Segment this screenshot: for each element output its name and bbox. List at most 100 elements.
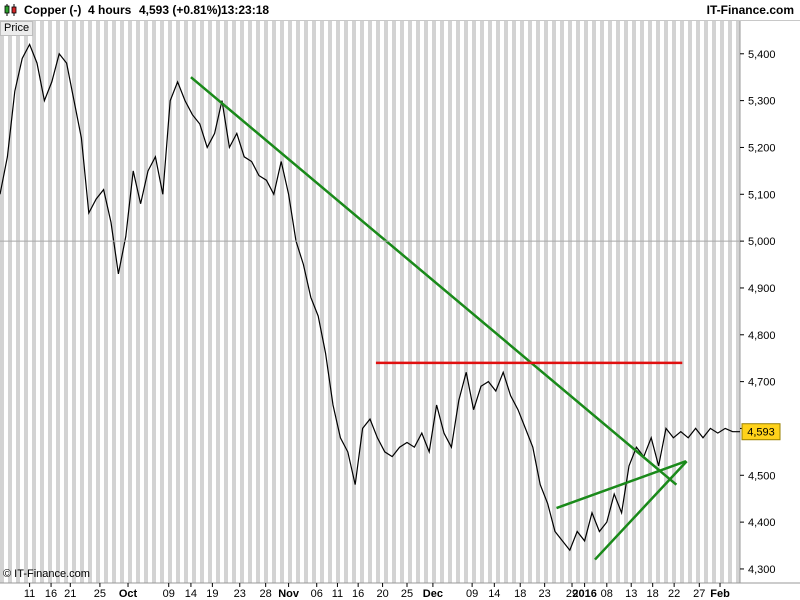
- x-tick-label: Oct: [119, 588, 138, 600]
- background-stripe: [128, 21, 132, 583]
- current-price-box: [741, 423, 781, 441]
- background-stripe: [560, 21, 564, 583]
- background-stripe: [16, 21, 20, 583]
- y-tick-label: 5,100: [748, 189, 776, 201]
- background-stripe: [616, 21, 620, 583]
- y-tick-label: 5,300: [748, 96, 776, 108]
- background-stripe: [208, 21, 212, 583]
- background-stripe: [656, 21, 660, 583]
- copyright-label: © IT-Finance.com: [3, 568, 90, 580]
- current-price-label: 4,593: [747, 427, 775, 439]
- x-tick-label: 20: [376, 588, 388, 600]
- background-stripe: [688, 21, 692, 583]
- background-stripe: [416, 21, 420, 583]
- background-stripe: [232, 21, 236, 583]
- trendline: [190, 76, 678, 486]
- background-stripe: [592, 21, 596, 583]
- background-stripe: [504, 21, 508, 583]
- x-tick-label: 14: [488, 588, 500, 600]
- background-stripe: [88, 21, 92, 583]
- background-stripe: [584, 21, 588, 583]
- background-stripe: [472, 21, 476, 583]
- background-stripe: [536, 21, 540, 583]
- background-stripe: [696, 21, 700, 583]
- background-stripe: [320, 21, 324, 583]
- background-stripe: [72, 21, 76, 583]
- last-change-label: 4,593 (+0.81%): [139, 3, 222, 17]
- y-tick-label: 5,400: [748, 49, 776, 61]
- background-stripes: [0, 21, 800, 584]
- price-series: [0, 42, 740, 552]
- x-tick-label: 23: [539, 588, 551, 600]
- background-stripe: [728, 21, 732, 583]
- x-tick-label: 19: [206, 588, 218, 600]
- price-panel-tag: Price: [0, 21, 34, 36]
- x-axis: 11 16 21 25 Oct 09 14 19 23 28 Nov 06 11 16 20 25 Dec 09 1…: [24, 583, 730, 600]
- background-stripe: [160, 21, 164, 583]
- x-tick-label: 16: [352, 588, 364, 600]
- background-stripe: [544, 21, 548, 583]
- x-tick-label: 25: [401, 588, 413, 600]
- background-stripe: [720, 21, 724, 583]
- x-tick-label: Feb: [710, 588, 730, 600]
- y-tick-label: 4,500: [748, 470, 776, 482]
- background-stripe: [392, 21, 396, 583]
- y-tick-label: 4,400: [748, 517, 776, 529]
- background-stripe: [272, 21, 276, 583]
- y-tick-label: 4,900: [748, 283, 776, 295]
- background-stripe: [200, 21, 204, 583]
- background-stripe: [336, 21, 340, 583]
- background-stripe: [672, 21, 676, 583]
- x-tick-label: 23: [234, 588, 246, 600]
- trendline: [556, 460, 687, 510]
- background-stripe: [352, 21, 356, 583]
- background-stripe: [224, 21, 228, 583]
- background-stripe: [240, 21, 244, 583]
- background-stripe: [440, 21, 444, 583]
- background-stripe: [40, 21, 44, 583]
- x-tick-label: 14: [185, 588, 197, 600]
- background-stripe: [176, 21, 180, 583]
- candlestick-icon: [4, 4, 17, 16]
- price-line: [0, 42, 740, 552]
- x-tick-label: 21: [64, 588, 76, 600]
- background-stripe: [408, 21, 412, 583]
- background-stripe: [736, 21, 740, 583]
- background-stripe: [368, 21, 372, 583]
- background-stripe: [48, 21, 52, 583]
- x-tick-label: 18: [647, 588, 659, 600]
- background-stripe: [488, 21, 492, 583]
- trendline: [594, 460, 688, 561]
- background-stripe: [704, 21, 708, 583]
- background-stripe: [640, 21, 644, 583]
- background-stripe: [424, 21, 428, 583]
- x-tick-label: 08: [601, 588, 613, 600]
- x-tick-label: 11: [24, 588, 35, 600]
- background-stripe: [312, 21, 316, 583]
- background-stripe: [512, 21, 516, 583]
- background-stripe: [136, 21, 140, 583]
- background-stripe: [344, 21, 348, 583]
- y-tick-label: 4,700: [748, 377, 776, 389]
- background-stripe: [376, 21, 380, 583]
- x-tick-label: 22: [668, 588, 680, 600]
- y-tick-label: 4,300: [748, 564, 776, 576]
- background-stripe: [400, 21, 404, 583]
- background-stripe: [104, 21, 108, 583]
- x-tick-label: 09: [163, 588, 175, 600]
- trendline-overlays: [190, 76, 688, 561]
- background-stripe: [624, 21, 628, 583]
- time-label: 13:23:18: [221, 3, 270, 17]
- x-tick-label: 25: [94, 588, 106, 600]
- y-tick-label: 5,200: [748, 142, 776, 154]
- x-tick-label: 13: [625, 588, 637, 600]
- x-tick-label: 16: [45, 588, 57, 600]
- background-stripe: [32, 21, 36, 583]
- background-stripe: [120, 21, 124, 583]
- y-tick-label: 5,000: [748, 236, 776, 248]
- x-tick-label: 06: [311, 588, 323, 600]
- background-stripe: [168, 21, 172, 583]
- background-stripe: [712, 21, 716, 583]
- background-stripe: [432, 21, 436, 583]
